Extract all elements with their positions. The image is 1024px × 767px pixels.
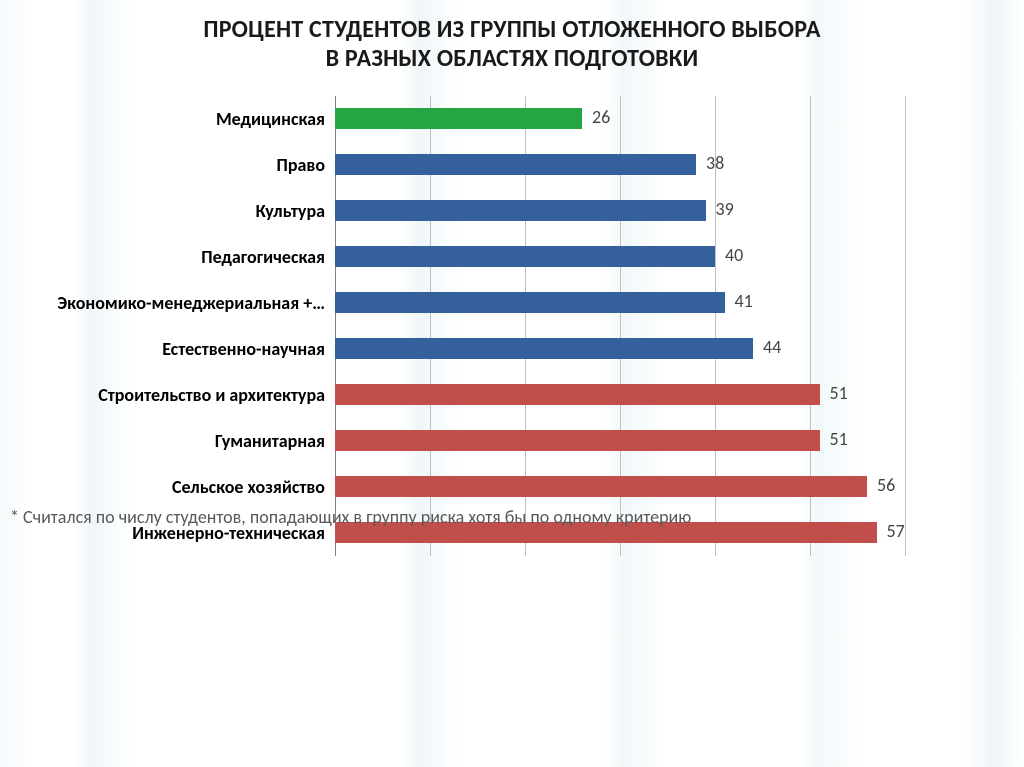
- value-label: 39: [716, 198, 734, 220]
- value-label: 26: [592, 106, 610, 128]
- chart-row: Строительство и архитектура 51: [0, 372, 1024, 418]
- chart-row: Экономико-менеджериальная +… 41: [0, 280, 1024, 326]
- value-label: 38: [706, 152, 724, 174]
- chart-row: Медицинская 26: [0, 96, 1024, 142]
- chart-row: Естественно-научная 44: [0, 326, 1024, 372]
- chart-row: Педагогическая 40: [0, 234, 1024, 280]
- chart-row: Сельское хозяйство 56: [0, 464, 1024, 510]
- bar-area: 26: [335, 108, 905, 129]
- category-label: Педагогическая: [0, 246, 335, 268]
- value-label: 40: [725, 244, 743, 266]
- bar-area: 44: [335, 338, 905, 359]
- value-label: 56: [877, 474, 895, 496]
- category-label: Строительство и архитектура: [0, 384, 335, 406]
- bar-area: 38: [335, 154, 905, 175]
- bar-area: 51: [335, 430, 905, 451]
- value-label: 57: [887, 520, 905, 542]
- chart-row: Право 38: [0, 142, 1024, 188]
- chart-rows: Медицинская 26 Право 38 Культура 39 Педагогиче…: [0, 96, 1024, 556]
- category-label: Гуманитарная: [0, 430, 335, 452]
- title-line-2: В РАЗНЫХ ОБЛАСТЯХ ПОДГОТОВКИ: [0, 45, 1024, 74]
- bar-area: 51: [335, 384, 905, 405]
- bar-area: 41: [335, 292, 905, 313]
- chart-title: ПРОЦЕНТ СТУДЕНТОВ ИЗ ГРУППЫ ОТЛОЖЕННОГО …: [0, 0, 1024, 74]
- chart-row: Культура 39: [0, 188, 1024, 234]
- bar: [335, 200, 706, 221]
- title-line-1: ПРОЦЕНТ СТУДЕНТОВ ИЗ ГРУППЫ ОТЛОЖЕННОГО …: [0, 16, 1024, 45]
- bar-area: 40: [335, 246, 905, 267]
- chart-footnote: * Считался по числу студентов, попадающи…: [10, 506, 691, 528]
- horizontal-bar-chart: Медицинская 26 Право 38 Культура 39 Педагогиче…: [0, 96, 1024, 556]
- value-label: 41: [735, 290, 753, 312]
- category-label: Право: [0, 154, 335, 176]
- chart-row: Гуманитарная 51: [0, 418, 1024, 464]
- bar: [335, 292, 725, 313]
- bar: [335, 430, 820, 451]
- value-label: 44: [763, 336, 781, 358]
- category-label: Экономико-менеджериальная +…: [0, 292, 335, 314]
- bar: [335, 108, 582, 129]
- bar-area: 39: [335, 200, 905, 221]
- category-label: Культура: [0, 200, 335, 222]
- bar: [335, 246, 715, 267]
- bar: [335, 476, 867, 497]
- bar-area: 56: [335, 476, 905, 497]
- bar: [335, 338, 753, 359]
- value-label: 51: [830, 428, 848, 450]
- bar: [335, 384, 820, 405]
- category-label: Сельское хозяйство: [0, 476, 335, 498]
- bar: [335, 154, 696, 175]
- category-label: Естественно-научная: [0, 338, 335, 360]
- category-label: Медицинская: [0, 108, 335, 130]
- value-label: 51: [830, 382, 848, 404]
